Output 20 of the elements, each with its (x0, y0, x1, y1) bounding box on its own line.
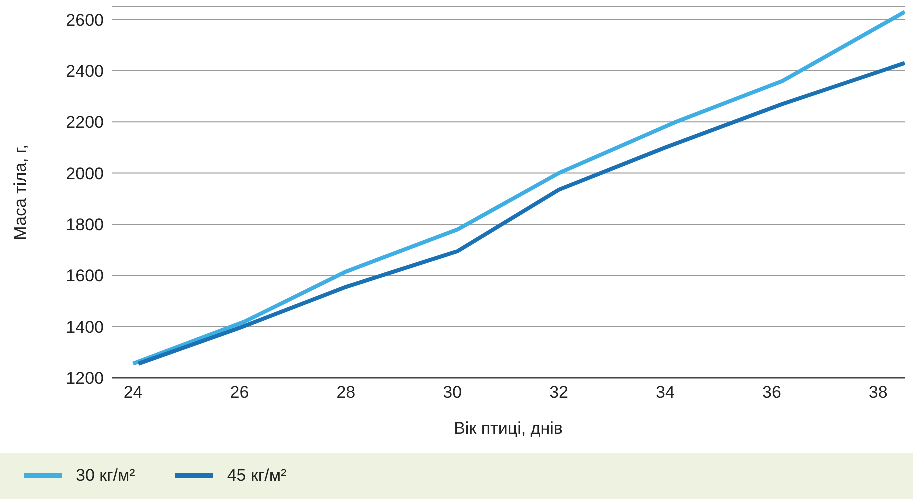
x-axis-title: Вік птиці, днів (454, 419, 563, 438)
y-tick-label: 1600 (66, 266, 104, 286)
y-tick-label: 2400 (66, 62, 104, 81)
x-tick-label: 24 (124, 383, 143, 402)
y-tick-label: 1400 (66, 318, 104, 337)
x-tick-label: 28 (336, 383, 356, 402)
x-tick-label: 38 (868, 383, 888, 402)
y-axis-title: Маса тіла, г, (11, 144, 30, 240)
x-tick-label: 34 (656, 383, 675, 402)
y-tick-label: 2000 (66, 164, 104, 184)
legend-label: 30 кг/м² (76, 466, 136, 486)
x-tick-label: 36 (762, 383, 782, 402)
y-tick-label: 2200 (66, 113, 104, 132)
legend-label: 45 кг/м² (227, 466, 287, 486)
x-tick-label: 26 (230, 383, 250, 402)
y-tick-label: 1200 (66, 369, 104, 388)
x-tick-label: 30 (443, 383, 462, 402)
y-tick-label: 2600 (66, 10, 104, 30)
x-tick-label: 32 (550, 383, 569, 402)
y-tick-label: 1800 (66, 216, 104, 235)
